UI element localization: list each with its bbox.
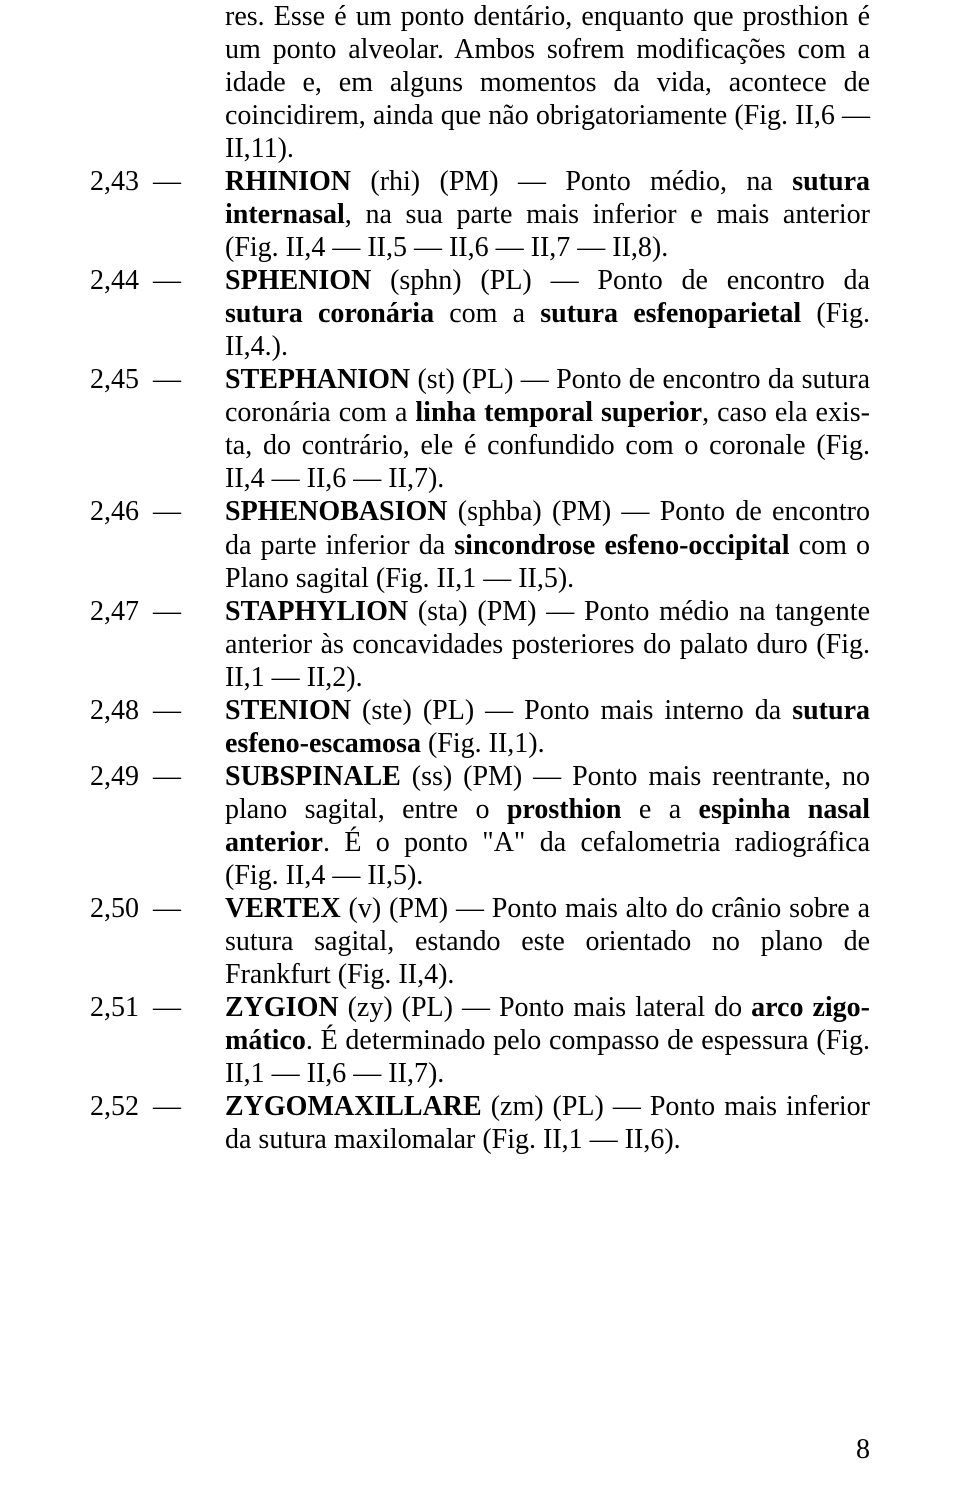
- entry-text: ZYGION (zy) (PL) — Ponto mais lateral do…: [225, 991, 870, 1090]
- entry-row: 2,43 —RHINION (rhi) (PM) — Ponto médio, …: [90, 165, 870, 264]
- entry-text-run: e a: [621, 794, 698, 825]
- entry-separator: —: [153, 596, 181, 627]
- entry-number: 2,50 —: [90, 892, 225, 991]
- entry-num-value: 2,46: [90, 496, 139, 527]
- entry-row: 2,49 —SUBSPINALE (ss) (PM) — Ponto mais …: [90, 760, 870, 892]
- entry-row: 2,47 —STAPHYLION (sta) (PM) — Ponto médi…: [90, 595, 870, 694]
- entry-number: 2,48 —: [90, 694, 225, 760]
- entry-term: sutura esfenoparietal: [540, 298, 801, 329]
- entry-row: 2,44 —SPHENION (sphn) (PL) — Ponto de en…: [90, 264, 870, 363]
- entry-text-run: com a: [434, 298, 540, 329]
- entry-text: STAPHYLION (sta) (PM) — Ponto médio na t…: [225, 595, 870, 694]
- entry-num-value: 2,47: [90, 596, 139, 627]
- entry-num-value: 2,48: [90, 695, 139, 726]
- entry-text-run: (rhi) (PM) — Ponto médio, na: [351, 166, 792, 197]
- entry-row: 2,51 —ZYGION (zy) (PL) — Ponto mais late…: [90, 991, 870, 1090]
- entry-text-run: (ste) (PL) — Ponto mais interno da: [351, 695, 792, 726]
- intro-num-spacer: [90, 0, 225, 165]
- entry-text: VERTEX (v) (PM) — Ponto mais alto do crâ…: [225, 892, 870, 991]
- entry-text: RHINION (rhi) (PM) — Ponto médio, na sut…: [225, 165, 870, 264]
- entry-num-value: 2,51: [90, 992, 139, 1023]
- entry-number: 2,44 —: [90, 264, 225, 363]
- entry-term: RHINION: [225, 166, 351, 197]
- entry-num-value: 2,45: [90, 364, 139, 395]
- entry-number: 2,52 —: [90, 1090, 225, 1156]
- entry-row: 2,52 —ZYGOMAXILLARE (zm) (PL) — Ponto ma…: [90, 1090, 870, 1156]
- entry-term: STENION: [225, 695, 351, 726]
- entry-separator: —: [153, 992, 181, 1023]
- entry-term: sincondrose esfeno-occipital: [454, 530, 789, 561]
- entry-text-run: (Fig. II,1).: [421, 728, 545, 759]
- entry-term: STEPHANION: [225, 364, 410, 395]
- entry-number: 2,51 —: [90, 991, 225, 1090]
- entry-row: 2,50 —VERTEX (v) (PM) — Ponto mais alto …: [90, 892, 870, 991]
- entry-term: SUBSPINALE: [225, 761, 401, 792]
- entry-number: 2,43 —: [90, 165, 225, 264]
- entry-row: 2,48 —STENION (ste) (PL) — Ponto mais in…: [90, 694, 870, 760]
- entry-term: ZYGION: [225, 992, 339, 1023]
- entry-num-value: 2,49: [90, 761, 139, 792]
- entry-separator: —: [153, 695, 181, 726]
- intro-text: res. Esse é um ponto dentário, enquanto …: [225, 0, 870, 165]
- entry-text-run: . É determinado pelo compasso de espessu…: [225, 1025, 870, 1089]
- entry-separator: —: [153, 893, 181, 924]
- entry-row: 2,45 —STEPHANION (st) (PL) — Ponto de en…: [90, 363, 870, 495]
- entry-row: 2,46 —SPHENOBASION (sphba) (PM) — Ponto …: [90, 495, 870, 594]
- entry-text: SUBSPINALE (ss) (PM) — Ponto mais reentr…: [225, 760, 870, 892]
- entry-text-run: (zy) (PL) — Ponto mais lateral do: [339, 992, 752, 1023]
- entry-text-run: (sphn) (PL) — Ponto de encontro da: [371, 265, 870, 296]
- page-number: 8: [856, 1434, 870, 1466]
- entry-num-value: 2,44: [90, 265, 139, 296]
- intro-continuation: res. Esse é um ponto dentário, enquanto …: [90, 0, 870, 165]
- entry-text: STENION (ste) (PL) — Ponto mais interno …: [225, 694, 870, 760]
- entry-separator: —: [153, 166, 181, 197]
- entry-text: SPHENION (sphn) (PL) — Ponto de encontro…: [225, 264, 870, 363]
- entry-num-value: 2,50: [90, 893, 139, 924]
- entry-term: prosthion: [507, 794, 622, 825]
- entry-text: STEPHANION (st) (PL) — Ponto de encontro…: [225, 363, 870, 495]
- entry-text: SPHENOBASION (sphba) (PM) — Ponto de enc…: [225, 495, 870, 594]
- entry-number: 2,49 —: [90, 760, 225, 892]
- entry-text: ZYGOMAXILLARE (zm) (PL) — Ponto mais inf…: [225, 1090, 870, 1156]
- entry-term: STAPHYLION: [225, 596, 408, 627]
- entry-num-value: 2,43: [90, 166, 139, 197]
- entry-number: 2,46 —: [90, 495, 225, 594]
- entry-separator: —: [153, 761, 181, 792]
- entry-term: sutura coronária: [225, 298, 434, 329]
- entry-term: SPHENOBASION: [225, 496, 448, 527]
- entry-term: SPHENION: [225, 265, 371, 296]
- entry-separator: —: [153, 496, 181, 527]
- entry-separator: —: [153, 364, 181, 395]
- entry-number: 2,45 —: [90, 363, 225, 495]
- entries-list: 2,43 —RHINION (rhi) (PM) — Ponto médio, …: [90, 165, 870, 1156]
- entry-term: ZYGOMAXILLARE: [225, 1091, 482, 1122]
- entry-separator: —: [153, 1091, 181, 1122]
- entry-number: 2,47 —: [90, 595, 225, 694]
- page-content: res. Esse é um ponto dentário, enquanto …: [90, 0, 870, 1156]
- entry-num-value: 2,52: [90, 1091, 139, 1122]
- entry-term: linha temporal superior: [415, 397, 702, 428]
- entry-term: VERTEX: [225, 893, 341, 924]
- entry-separator: —: [153, 265, 181, 296]
